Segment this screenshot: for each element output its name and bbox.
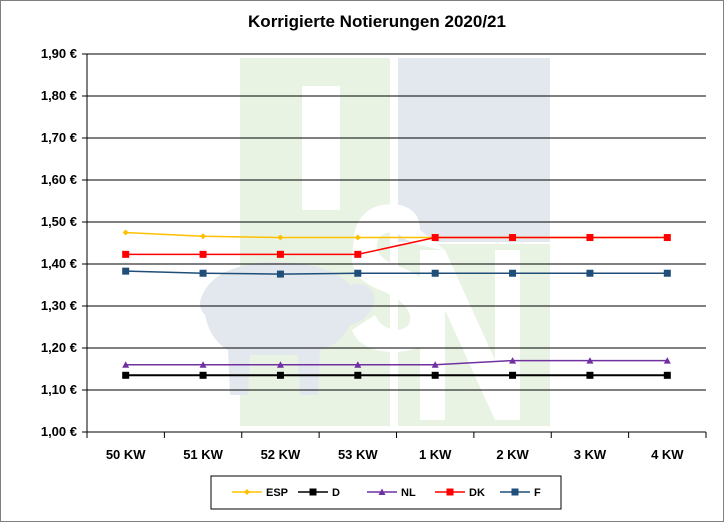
data-point-f (276, 270, 284, 278)
series-line-f (125, 270, 668, 275)
y-axis-tick-labels: 1,00 € 1,10 € 1,20 € 1,30 € 1,40 € 1,50 € 1,60… (41, 46, 77, 439)
x-tick-label: 50 KW (106, 447, 146, 462)
data-point-d (663, 371, 671, 379)
data-point-dk (122, 250, 130, 258)
data-point-esp (200, 233, 207, 240)
data-point-nl (586, 357, 594, 364)
series-d (122, 371, 671, 379)
legend-label-d: D (332, 487, 340, 499)
data-point-esp (354, 234, 361, 241)
data-point-dk (586, 234, 594, 242)
legend: ESP D NL DK F (210, 475, 562, 510)
data-point-f (199, 269, 207, 277)
x-axis-tick-labels: 50 KW 51 KW 52 KW 53 KW 1 KW 2 KW 3 KW 4 KW (106, 447, 684, 462)
data-point-nl (122, 361, 130, 368)
y-tick-label: 1,40 € (41, 256, 77, 271)
legend-label-dk: DK (469, 487, 485, 499)
chart-title: Korrigierte Notierungen 2020/21 (248, 12, 506, 31)
data-point-nl (199, 361, 207, 368)
data-point-f (122, 267, 130, 275)
y-tick-label: 1,20 € (41, 340, 77, 355)
data-point-d (199, 371, 207, 379)
legend-label-esp: ESP (266, 487, 288, 499)
y-tick-label: 1,30 € (41, 298, 77, 313)
y-tick-label: 1,00 € (41, 424, 77, 439)
isn-watermark-logo (200, 58, 550, 426)
data-point-dk (509, 234, 517, 242)
y-tick-label: 1,70 € (41, 130, 77, 145)
y-tick-label: 1,80 € (41, 88, 77, 103)
legend-label-f: F (534, 487, 541, 499)
data-point-f (509, 269, 517, 277)
data-point-nl (663, 357, 671, 364)
data-point-dk (431, 234, 439, 242)
legend-marker-nl (378, 488, 386, 495)
data-point-nl (509, 357, 517, 364)
data-point-nl (276, 361, 284, 368)
x-tick-label: 53 KW (338, 447, 378, 462)
series-dk (122, 234, 671, 258)
x-tick-label: 1 KW (419, 447, 452, 462)
series-lines (122, 229, 671, 379)
series-line-nl (125, 359, 668, 366)
data-point-d (354, 371, 362, 379)
x-tick-label: 51 KW (183, 447, 223, 462)
data-point-d (276, 371, 284, 379)
legend-marker-f (511, 488, 519, 496)
data-point-nl (354, 361, 362, 368)
data-point-d (431, 371, 439, 379)
data-point-esp (122, 229, 129, 236)
y-tick-label: 1,60 € (41, 172, 77, 187)
legend-label-nl: NL (401, 487, 416, 499)
data-point-dk (663, 234, 671, 242)
y-tick-label: 1,50 € (41, 214, 77, 229)
legend-marker-d (309, 488, 317, 496)
x-tick-label: 52 KW (261, 447, 301, 462)
gridlines (82, 53, 706, 433)
y-tick-label: 1,90 € (41, 46, 77, 61)
data-point-esp (277, 234, 284, 241)
data-point-d (586, 371, 594, 379)
data-point-f (431, 269, 439, 277)
data-point-f (586, 269, 594, 277)
series-line-dk (125, 236, 668, 256)
axes (86, 54, 707, 438)
data-point-f (354, 269, 362, 277)
x-tick-label: 2 KW (496, 447, 529, 462)
data-point-dk (276, 250, 284, 258)
data-point-dk (199, 250, 207, 258)
legend-marker-dk (446, 488, 454, 496)
series-f (122, 267, 671, 278)
y-tick-label: 1,10 € (41, 382, 77, 397)
data-point-nl (431, 361, 439, 368)
x-tick-label: 3 KW (574, 447, 607, 462)
data-point-d (122, 371, 130, 379)
x-tick-label: 4 KW (651, 447, 684, 462)
series-nl (122, 357, 671, 368)
data-point-dk (354, 250, 362, 258)
data-point-f (663, 269, 671, 277)
legend-marker-esp (244, 489, 250, 495)
data-point-d (509, 371, 517, 379)
